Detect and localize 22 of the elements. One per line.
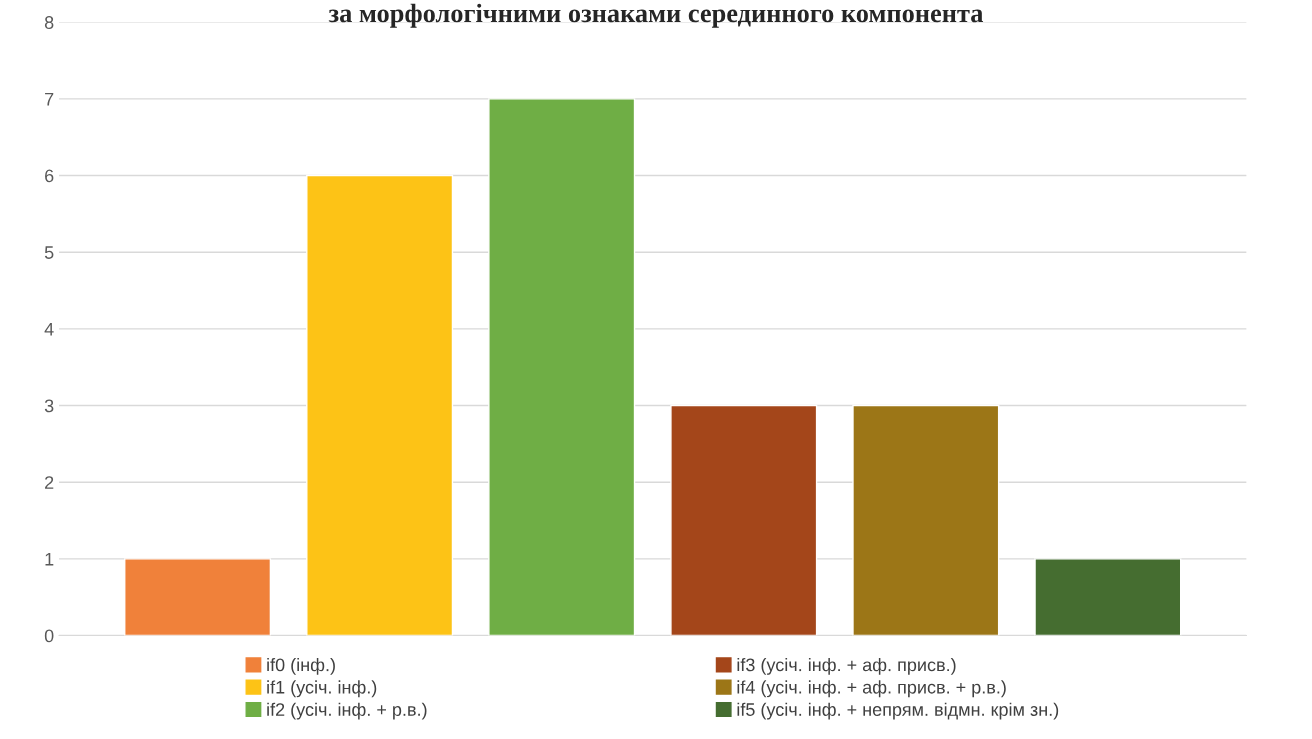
legend-label: if1 (усіч. інф.) (267, 680, 377, 698)
legend-label: if4 (усіч. інф. + аф. присв. + р.в.) (737, 680, 1006, 698)
bar (488, 98, 636, 636)
bar (124, 558, 272, 636)
legend-label: if5 (усіч. інф. + непрям. відмн. крім зн.) (737, 702, 1059, 720)
y-tick-label: 5 (44, 246, 54, 259)
bar (670, 404, 818, 636)
bar (306, 174, 454, 636)
chart-title: за морфологічними ознаками серединного компонента (328, 3, 984, 28)
bar (852, 404, 1000, 636)
y-tick-label: 0 (44, 629, 54, 643)
y-tick-label: 3 (44, 399, 54, 413)
legend-label: if0 (інф.) (267, 658, 335, 675)
legend-label: if3 (усіч. інф. + аф. присв.) (737, 658, 956, 675)
y-tick-label: 7 (45, 92, 54, 106)
y-tick-label: 2 (45, 476, 54, 489)
y-tick-label: 6 (45, 169, 54, 183)
y-tick-label: 1 (45, 552, 54, 566)
y-tick-label: 4 (44, 322, 54, 336)
bar (1034, 558, 1182, 636)
y-tick-label: 8 (44, 16, 54, 29)
legend-label: if2 (усіч. інф. + р.в.) (267, 702, 427, 720)
